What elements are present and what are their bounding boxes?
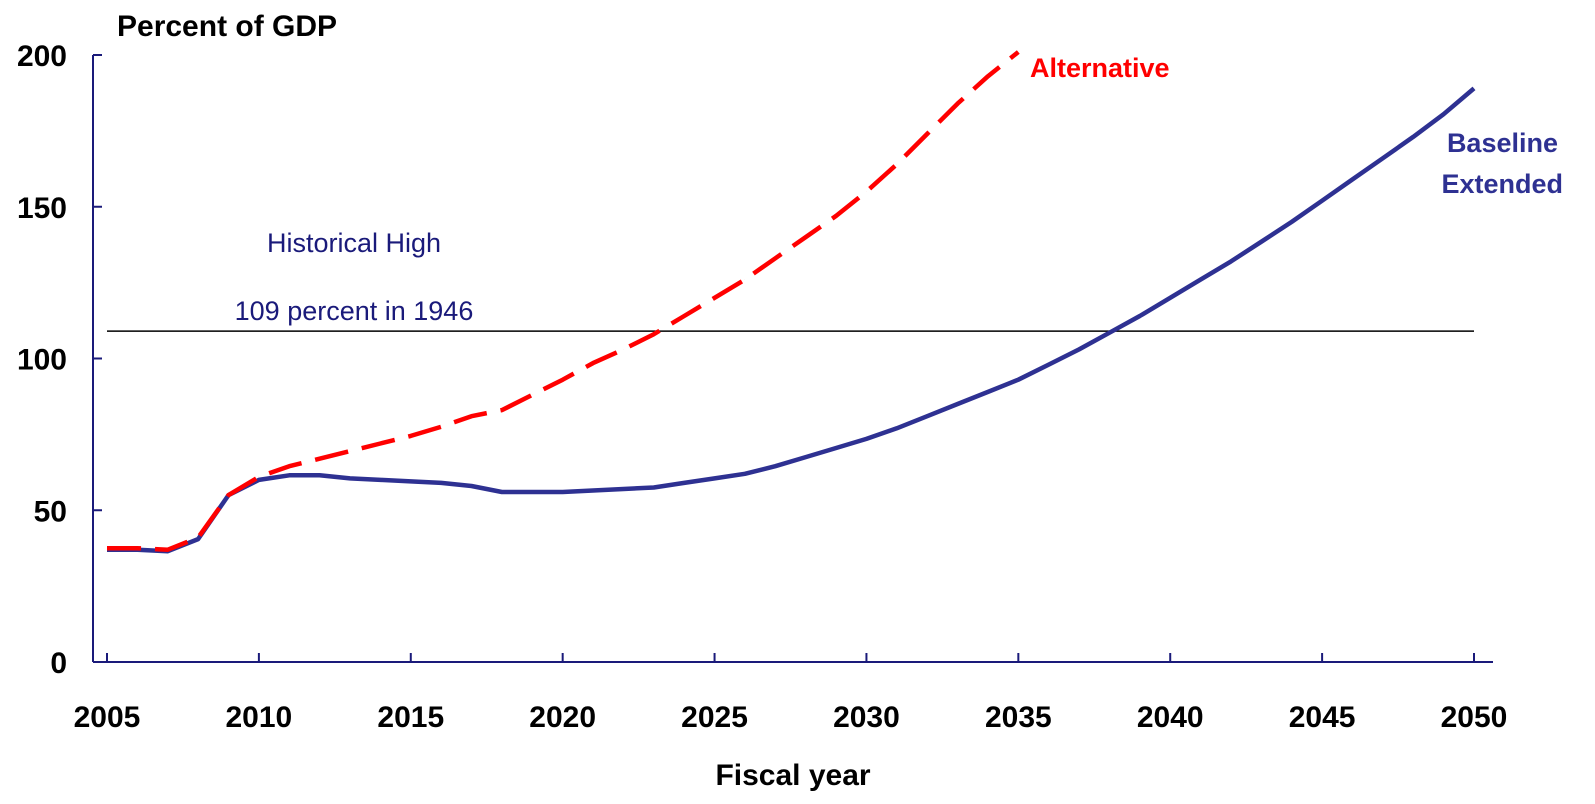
y-axis-ticks: 0 50 100 150 200 xyxy=(17,40,102,680)
x-axis-title: Fiscal year xyxy=(715,759,870,792)
y-tick-label: 0 xyxy=(50,647,67,680)
x-axis-ticks: 2005 2010 2015 2020 2025 2030 2035 2040 2045 2050 xyxy=(74,653,1508,734)
y-tick-label: 100 xyxy=(17,344,67,377)
x-tick-label: 2005 xyxy=(74,701,141,734)
reference-label-line1: Historical High xyxy=(267,228,441,258)
x-tick-label: 2010 xyxy=(226,701,293,734)
x-tick-label: 2040 xyxy=(1137,701,1204,734)
series-label-alternative: Alternative xyxy=(1030,53,1170,83)
axes xyxy=(92,55,1493,663)
y-tick-label: 150 xyxy=(17,192,67,225)
series-label-baseline-line2: Extended xyxy=(1441,169,1563,199)
y-tick-label: 200 xyxy=(17,40,67,73)
x-tick-label: 2015 xyxy=(377,701,444,734)
x-tick-label: 2050 xyxy=(1441,701,1508,734)
x-tick-label: 2025 xyxy=(681,701,748,734)
x-tick-label: 2030 xyxy=(833,701,900,734)
x-tick-label: 2045 xyxy=(1289,701,1356,734)
historical-high-reference: Historical High 109 percent in 1946 xyxy=(107,228,1474,332)
x-tick-label: 2035 xyxy=(985,701,1052,734)
y-axis-title: Percent of GDP xyxy=(117,10,337,43)
reference-label-line2: 109 percent in 1946 xyxy=(235,296,474,326)
series-layer xyxy=(106,50,1476,554)
x-tick-label: 2020 xyxy=(529,701,596,734)
series-label-baseline-line1: Baseline xyxy=(1447,128,1558,158)
series-line-baseline-extended xyxy=(107,86,1476,554)
y-tick-label: 50 xyxy=(34,495,67,528)
